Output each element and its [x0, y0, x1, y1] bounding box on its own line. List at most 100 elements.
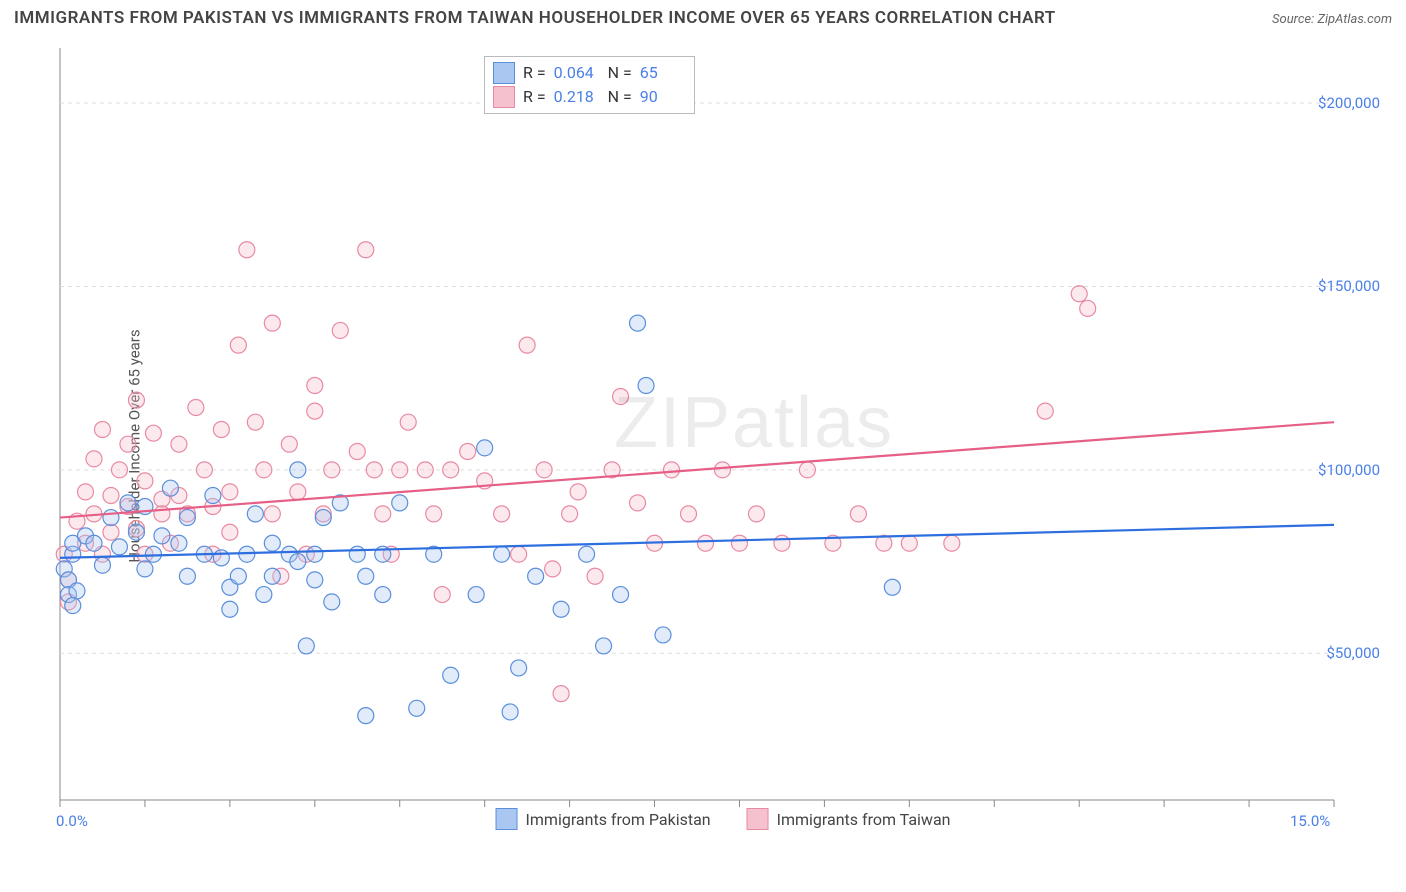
data-point [111, 539, 127, 555]
data-point [528, 568, 544, 584]
data-point [145, 546, 161, 562]
scatter-chart [54, 42, 1392, 832]
stats-row: R =0.064N =65 [493, 61, 686, 85]
data-point [392, 495, 408, 511]
data-point [630, 315, 646, 331]
data-point [545, 561, 561, 577]
stat-r-label: R = [523, 61, 546, 85]
legend-swatch [496, 808, 518, 830]
stat-r-label: R = [523, 85, 546, 109]
data-point [850, 506, 866, 522]
data-point [247, 506, 263, 522]
data-point [460, 444, 476, 460]
data-point [145, 425, 161, 441]
data-point [332, 322, 348, 338]
data-point [375, 506, 391, 522]
data-point [511, 546, 527, 562]
data-point [315, 510, 331, 526]
data-point [307, 377, 323, 393]
data-point [239, 242, 255, 258]
legend-item: Immigrants from Pakistan [496, 808, 711, 830]
data-point [400, 414, 416, 430]
data-point [69, 583, 85, 599]
y-tick-label: $200,000 [1318, 94, 1380, 112]
data-point [94, 557, 110, 573]
data-point [349, 444, 365, 460]
data-point [128, 524, 144, 540]
data-point [137, 561, 153, 577]
data-point [494, 506, 510, 522]
data-point [213, 422, 229, 438]
stat-n-value: 90 [640, 85, 686, 109]
data-point [1071, 286, 1087, 302]
y-tick-label: $100,000 [1318, 461, 1380, 479]
data-point [366, 462, 382, 478]
data-point [230, 568, 246, 584]
source-link[interactable]: ZipAtlas.com [1317, 12, 1392, 27]
data-point [256, 587, 272, 603]
data-point [613, 587, 629, 603]
chart-title: IMMIGRANTS FROM PAKISTAN VS IMMIGRANTS F… [14, 8, 1056, 28]
data-point [128, 392, 144, 408]
data-point [222, 524, 238, 540]
trend-line [60, 525, 1334, 558]
data-point [120, 495, 136, 511]
data-point [264, 535, 280, 551]
data-point [358, 568, 374, 584]
data-point [298, 638, 314, 654]
data-point [307, 572, 323, 588]
chart-area: ZIPatlas R =0.064N =65R =0.218N =90 Immi… [54, 42, 1392, 832]
data-point [264, 315, 280, 331]
data-point [324, 462, 340, 478]
data-point [349, 546, 365, 562]
x-tick-label: 0.0% [56, 812, 88, 830]
data-point [630, 495, 646, 511]
data-point [162, 480, 178, 496]
data-point [375, 587, 391, 603]
data-point [222, 484, 238, 500]
stat-r-value: 0.218 [554, 85, 600, 109]
data-point [111, 462, 127, 478]
data-point [307, 403, 323, 419]
series-swatch [493, 62, 515, 84]
data-point [264, 506, 280, 522]
legend-label: Immigrants from Taiwan [777, 810, 951, 829]
data-point [570, 484, 586, 500]
data-point [103, 524, 119, 540]
data-point [188, 399, 204, 415]
data-point [613, 388, 629, 404]
data-point [562, 506, 578, 522]
data-point [681, 506, 697, 522]
data-point [290, 554, 306, 570]
data-point [774, 535, 790, 551]
data-point [247, 414, 263, 430]
legend-label: Immigrants from Pakistan [526, 810, 711, 829]
data-point [519, 337, 535, 353]
data-point [587, 568, 603, 584]
data-point [205, 488, 221, 504]
data-point [697, 535, 713, 551]
data-point [1037, 403, 1053, 419]
stat-n-label: N = [608, 85, 632, 109]
data-point [443, 462, 459, 478]
data-point [536, 462, 552, 478]
data-point [417, 462, 433, 478]
data-point [477, 440, 493, 456]
data-point [638, 377, 654, 393]
data-point [1080, 300, 1096, 316]
data-point [154, 506, 170, 522]
data-point [494, 546, 510, 562]
data-point [502, 704, 518, 720]
data-point [171, 535, 187, 551]
stat-n-label: N = [608, 61, 632, 85]
data-point [409, 700, 425, 716]
data-point [65, 598, 81, 614]
data-point [264, 568, 280, 584]
legend-item: Immigrants from Taiwan [747, 808, 951, 830]
stats-row: R = 0.218 N = 90 [493, 85, 686, 109]
data-point [553, 601, 569, 617]
stat-r-value: 0.064 [554, 61, 600, 85]
data-point [77, 484, 93, 500]
data-point [664, 462, 680, 478]
data-point [655, 627, 671, 643]
